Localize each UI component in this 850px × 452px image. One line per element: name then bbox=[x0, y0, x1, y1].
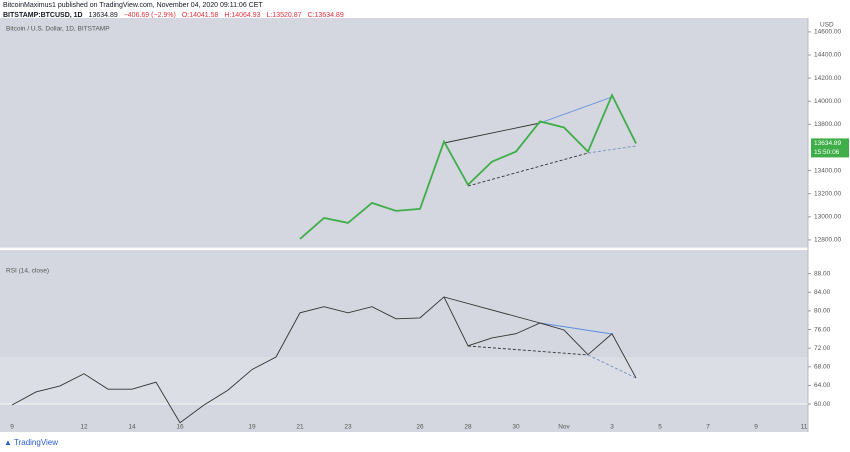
x-tick-label: 14 bbox=[128, 424, 136, 431]
last: 13634.89 bbox=[88, 12, 118, 19]
series-line bbox=[11, 296, 637, 424]
y-tick-label: 14200.00 bbox=[814, 75, 841, 82]
x-tick-label: 5 bbox=[658, 424, 662, 431]
price-pane-title: Bitcoin / U.S. Dollar, 1D, BITSTAMP bbox=[6, 26, 110, 33]
y-tick-label: 80.00 bbox=[814, 308, 831, 315]
x-tick-label: 3 bbox=[610, 424, 614, 431]
last-price-label: 13634.89 bbox=[814, 140, 841, 147]
y-tick-label: 13400.00 bbox=[814, 167, 841, 174]
open: O:14041.58 bbox=[181, 12, 219, 19]
y-tick-label: 88.00 bbox=[814, 270, 831, 277]
x-tick-label: 9 bbox=[754, 424, 758, 431]
y-tick-label: 64.00 bbox=[814, 382, 831, 389]
high: H:14064.93 bbox=[224, 12, 261, 19]
x-tick-label: 23 bbox=[344, 424, 352, 431]
y-tick-label: 84.00 bbox=[814, 289, 831, 296]
symbol: BITSTAMP:BTCUSD, 1D bbox=[3, 12, 83, 19]
rsi-band bbox=[0, 357, 808, 404]
trendlines bbox=[443, 96, 637, 379]
trendline bbox=[587, 354, 637, 379]
trendline bbox=[539, 96, 613, 124]
x-tick-label: 21 bbox=[296, 424, 304, 431]
brand: TradingView bbox=[14, 438, 59, 447]
series-line bbox=[299, 93, 637, 240]
y-tick-label: 13000.00 bbox=[814, 214, 841, 221]
close: C:13634.89 bbox=[307, 12, 344, 19]
x-tick-label: 7 bbox=[706, 424, 710, 431]
y-tick-label: 14600.00 bbox=[814, 29, 841, 36]
x-tick-label: 26 bbox=[416, 424, 424, 431]
x-tick-label: 30 bbox=[512, 424, 520, 431]
trendline bbox=[467, 345, 589, 356]
low: L:13520.87 bbox=[266, 12, 302, 19]
y-tick-label: 60.00 bbox=[814, 401, 831, 408]
pane-gap bbox=[0, 250, 808, 262]
x-tick-label: Nov bbox=[558, 424, 570, 431]
header: BitcoinMaximus1 published on TradingView… bbox=[3, 1, 344, 21]
last-price-tag bbox=[811, 138, 849, 158]
trendline bbox=[467, 152, 589, 187]
y-tick-label: 68.00 bbox=[814, 364, 831, 371]
y-tick-label: 72.00 bbox=[814, 345, 831, 352]
x-tick-label: 9 bbox=[10, 424, 14, 431]
y-tick-label: 13800.00 bbox=[814, 121, 841, 128]
x-tick-label: 11 bbox=[801, 424, 808, 431]
x-tick-label: 12 bbox=[80, 424, 88, 431]
x-tick-label: 19 bbox=[248, 424, 256, 431]
y-tick-label: 14000.00 bbox=[814, 98, 841, 105]
trendline bbox=[587, 145, 637, 154]
y-unit: USD bbox=[820, 22, 834, 29]
trendline bbox=[443, 122, 541, 144]
footer: ▲ TradingView bbox=[4, 438, 59, 447]
quote-line: BITSTAMP:BTCUSD, 1D 13634.89 −406.69 (−2… bbox=[3, 11, 344, 21]
y-tick-label: 12800.00 bbox=[814, 237, 841, 244]
byline: BitcoinMaximus1 published on TradingView… bbox=[3, 2, 263, 9]
rsi-pane-title: RSI (14, close) bbox=[6, 268, 49, 275]
price-pane bbox=[0, 18, 808, 248]
x-tick-label: 16 bbox=[176, 424, 184, 431]
y-tick-label: 14400.00 bbox=[814, 52, 841, 59]
x-tick-label: 28 bbox=[464, 424, 472, 431]
change: −406.69 (−2.9%) bbox=[123, 12, 176, 19]
trendline bbox=[539, 322, 613, 335]
rsi-pane bbox=[0, 262, 808, 432]
countdown: 15:50:06 bbox=[814, 149, 840, 156]
trendline bbox=[443, 296, 541, 324]
y-tick-label: 76.00 bbox=[814, 326, 831, 333]
y-tick-label: 13200.00 bbox=[814, 190, 841, 197]
